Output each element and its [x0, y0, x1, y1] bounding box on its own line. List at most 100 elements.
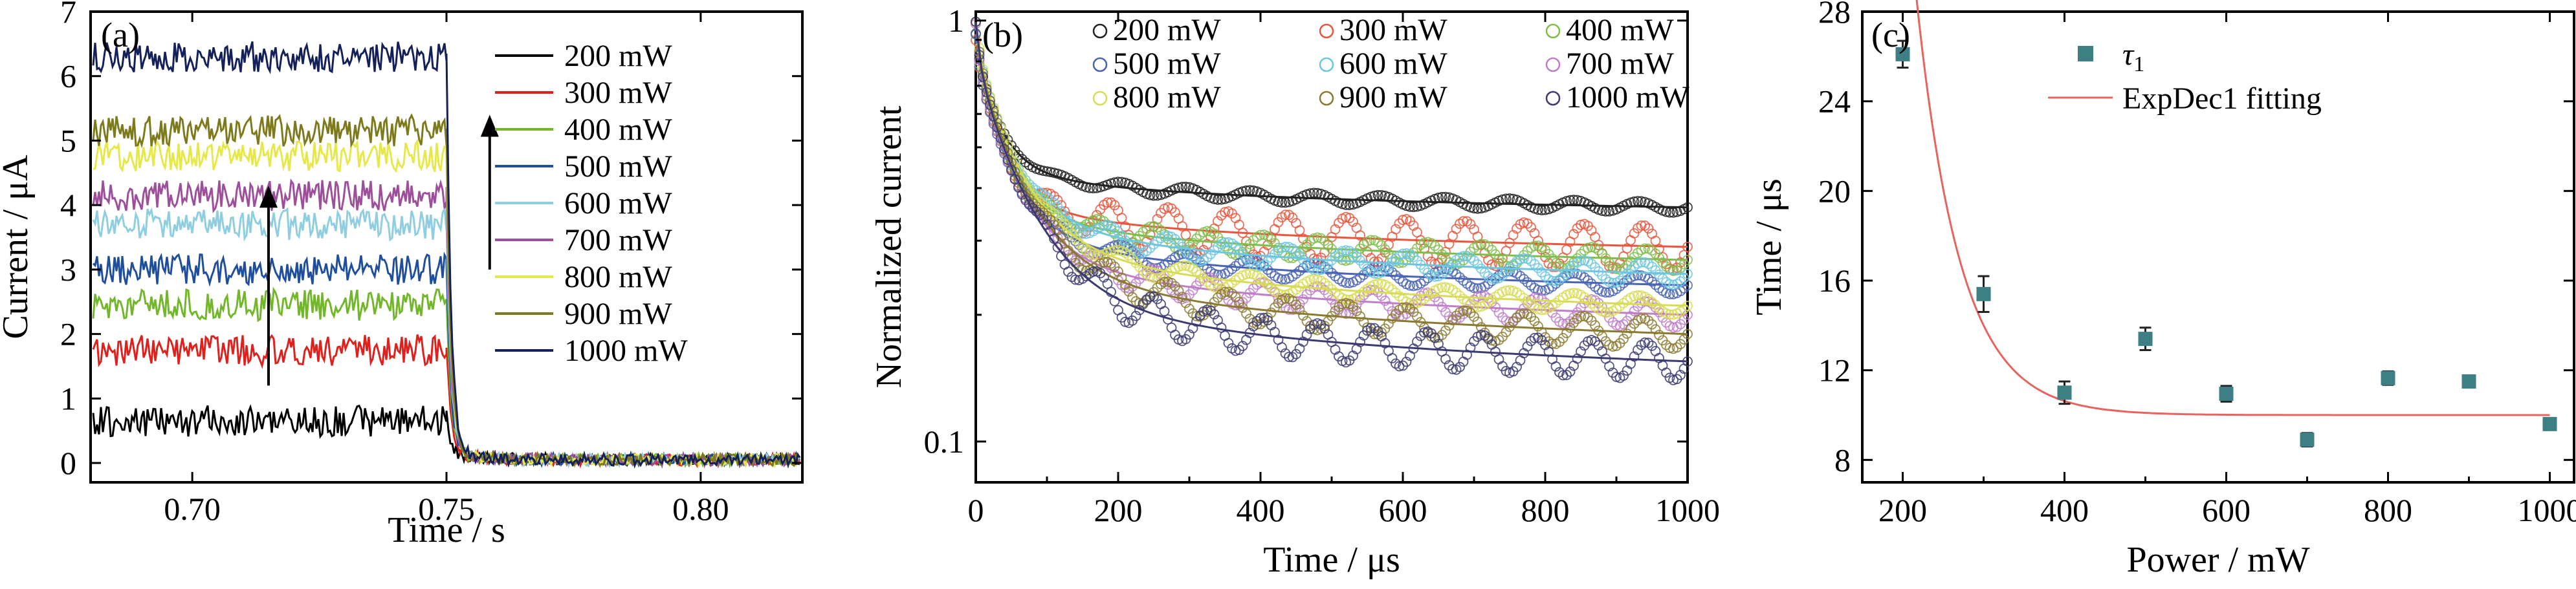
data-point — [1077, 228, 1088, 239]
data-point — [1565, 264, 1576, 275]
data-point — [1440, 282, 1451, 293]
data-point — [1394, 361, 1405, 372]
panel-b-axis-ticks: 0 200 400 600 800 1000 0.1 1 — [924, 3, 1721, 528]
legend-entry: 1000 mW — [1566, 80, 1690, 114]
data-point — [1398, 360, 1408, 371]
data-point — [1458, 305, 1469, 316]
data-point — [1116, 213, 1127, 224]
data-point — [1220, 207, 1230, 218]
data-point — [1159, 231, 1170, 242]
data-point-tau1 — [2138, 332, 2153, 347]
x-tick-label: 800 — [2364, 492, 2412, 528]
panel-a-label: (a) — [101, 16, 140, 54]
data-point — [1455, 361, 1465, 372]
legend-entry: 600 mW — [1339, 47, 1448, 81]
data-point — [1664, 343, 1675, 353]
panel-a-series-group — [92, 41, 801, 469]
data-point — [1152, 222, 1163, 233]
legend-swatch — [1319, 23, 1334, 39]
data-point — [1120, 221, 1130, 232]
data-point — [1593, 245, 1604, 256]
data-point — [1611, 319, 1622, 330]
data-point — [1173, 286, 1184, 297]
series-line-900-mW — [92, 113, 800, 468]
legend-entry: 1000 mW — [564, 334, 688, 368]
data-point — [1372, 237, 1383, 248]
data-point — [1220, 286, 1230, 297]
data-point — [1462, 216, 1472, 227]
data-point — [1344, 213, 1355, 224]
data-point — [1437, 282, 1448, 293]
data-point — [1255, 313, 1266, 324]
x-tick-label: 1000 — [2518, 492, 2576, 528]
data-point — [1287, 243, 1298, 254]
data-point — [1536, 205, 1547, 216]
legend-entry: 500 mW — [1113, 47, 1221, 81]
legend-entry: 900 mW — [1339, 80, 1448, 114]
panel-c-time-constant: 200 400 600 800 1000 8 12 16 20 24 28 τ1 ExpDec1 fi… — [1749, 0, 2576, 580]
data-point — [1675, 262, 1686, 273]
data-point — [1412, 336, 1422, 347]
data-point — [1636, 313, 1647, 324]
data-point — [1291, 246, 1301, 257]
data-point — [1109, 200, 1120, 211]
data-point — [1444, 320, 1455, 331]
data-point — [1202, 226, 1213, 237]
data-point — [1348, 248, 1358, 259]
panel-c-axis-ticks: 200 400 600 800 1000 8 12 16 20 24 28 — [1818, 0, 2576, 528]
data-point — [1540, 271, 1550, 282]
data-point — [1472, 203, 1483, 214]
panel-c-label: (c) — [1871, 16, 1910, 54]
data-point — [1341, 245, 1351, 256]
data-point — [1633, 248, 1643, 259]
legend-entry: 700 mW — [1566, 47, 1674, 81]
data-point — [1483, 334, 1493, 345]
data-point — [1123, 286, 1134, 297]
data-point — [1611, 264, 1622, 275]
data-point — [1519, 273, 1529, 284]
x-tick-label: 800 — [1521, 492, 1570, 528]
data-point — [1270, 224, 1280, 235]
data-point — [1486, 294, 1497, 305]
data-point — [1437, 301, 1448, 312]
data-point — [1130, 310, 1141, 321]
data-point — [1458, 251, 1469, 262]
data-point — [1497, 312, 1508, 323]
data-point — [1633, 270, 1643, 281]
fit-line-300-mW — [974, 39, 1688, 248]
x-tick-label: 0.75 — [418, 491, 475, 527]
data-point — [1408, 281, 1419, 292]
panel-c-series-group — [1895, 0, 2557, 448]
data-point — [1398, 302, 1408, 313]
series-line-600-mW — [92, 205, 801, 469]
data-point — [1547, 275, 1558, 286]
data-point — [1643, 223, 1654, 234]
data-point — [995, 133, 1006, 144]
data-point — [1298, 310, 1308, 321]
panel-c-plot-frame — [1861, 10, 2575, 484]
data-point — [1177, 261, 1187, 271]
data-point — [1554, 367, 1565, 378]
data-point — [1476, 322, 1486, 333]
data-point — [1576, 311, 1586, 322]
data-point — [1576, 346, 1586, 357]
arrow-up-icon-head — [259, 186, 278, 208]
data-point — [1344, 200, 1355, 211]
data-point — [1341, 277, 1351, 288]
data-point — [1177, 221, 1187, 232]
data-point — [1052, 195, 1063, 206]
data-point — [1664, 288, 1675, 299]
data-point — [1255, 230, 1266, 241]
data-point — [1355, 311, 1365, 322]
data-point — [1398, 248, 1408, 259]
data-point — [1607, 277, 1618, 288]
y-tick-label: 12 — [1818, 352, 1851, 389]
data-point — [1600, 307, 1611, 318]
y-tick-label: 3 — [60, 252, 76, 288]
data-point — [1099, 257, 1109, 268]
data-point — [1643, 273, 1654, 284]
x-tick-label: 200 — [1878, 492, 1927, 528]
panel-b-series-group — [971, 16, 1693, 385]
y-tick-label: 1 — [948, 3, 964, 39]
data-point — [1202, 252, 1213, 263]
